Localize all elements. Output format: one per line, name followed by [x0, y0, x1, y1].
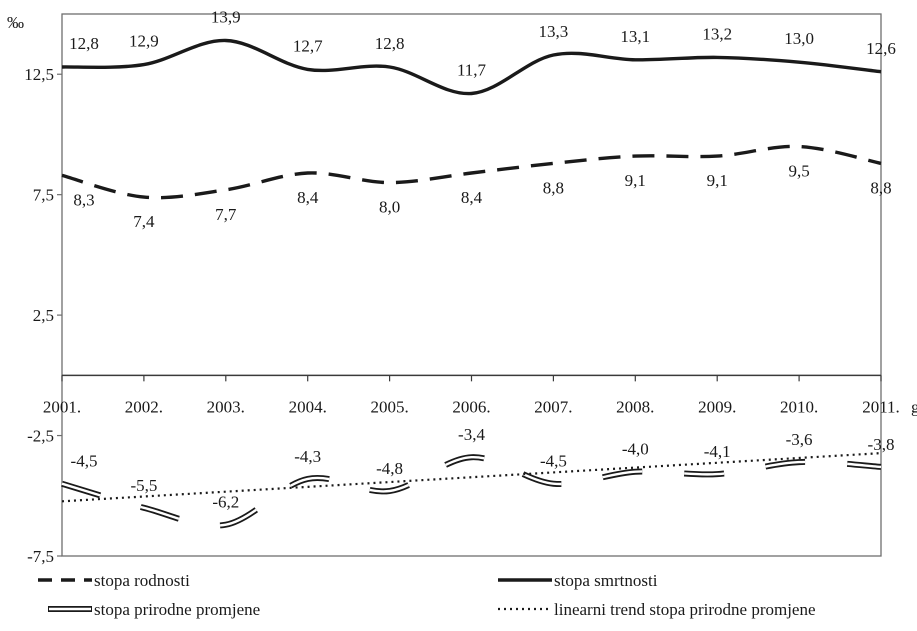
x-tick-label: 2008.	[616, 397, 654, 416]
natural-change-data-label: -4,0	[622, 440, 649, 459]
x-tick-label: 2005.	[370, 397, 408, 416]
y-tick-label: 7,5	[33, 186, 54, 205]
death-rate-data-label: 12,8	[375, 34, 405, 53]
natural-change-data-label: -4,5	[540, 452, 567, 471]
x-axis-suffix: g.	[911, 397, 917, 416]
plot-frame	[61, 13, 882, 557]
natural-change-trend-line	[61, 452, 882, 503]
legend-natural-change-label: stopa prirodne promjene	[94, 600, 260, 619]
natural-change-data-label: -4,3	[294, 447, 321, 466]
birth-rate-data-label: 8,8	[870, 178, 891, 197]
birth-rate-data-label: 8,4	[297, 188, 319, 207]
natural-change-data-label: -3,8	[868, 435, 895, 454]
death-rate-data-label: 13,9	[211, 7, 241, 26]
x-tick-label: 2006.	[452, 397, 490, 416]
birth-rate-data-label: 8,4	[461, 188, 483, 207]
x-tick-label: 2011.	[862, 397, 900, 416]
death-rate-data-label: 13,2	[702, 24, 732, 43]
birth-rate-data-label: 7,4	[133, 212, 155, 231]
x-tick-label: 2010.	[780, 397, 818, 416]
death-rate-data-label: 13,1	[620, 27, 650, 46]
natural-change-data-label: -5,5	[130, 476, 157, 495]
death-rate-data-label: 13,3	[539, 22, 569, 41]
x-tick-label: 2007.	[534, 397, 572, 416]
birth-rate-data-label: 9,1	[625, 171, 646, 190]
birth-rate-data-label: 8,0	[379, 198, 400, 217]
natural-change-data-label: -6,2	[212, 493, 239, 512]
death-rate-data-label: 12,6	[866, 39, 896, 58]
natural-change-data-label: -4,1	[704, 442, 731, 461]
y-unit-label: ‰	[7, 13, 24, 32]
birth-rate-data-label: 8,3	[73, 190, 94, 209]
legend-death-rate-label: stopa smrtnosti	[554, 571, 658, 590]
death-rate-data-label: 12,8	[69, 34, 99, 53]
death-rate-data-label: 13,0	[784, 29, 814, 48]
death-rate-data-label: 12,9	[129, 32, 159, 51]
y-tick-label: -2,5	[27, 427, 54, 446]
legend-birth-rate-label: stopa rodnosti	[94, 571, 190, 590]
birth-rate-data-label: 8,8	[543, 178, 564, 197]
birth-rate-data-label: 7,7	[215, 205, 237, 224]
natural-change-data-label: -4,5	[71, 452, 98, 471]
y-tick-label: -7,5	[27, 547, 54, 566]
birth-rate-data-label: 9,1	[707, 171, 728, 190]
x-tick-label: 2003.	[207, 397, 245, 416]
natural-change-line-outer	[61, 454, 882, 529]
natural-change-data-label: -4,8	[376, 459, 403, 478]
birth-rate-line	[61, 144, 882, 200]
y-tick-label: 2,5	[33, 306, 54, 325]
death-rate-data-label: 12,7	[293, 36, 323, 55]
natural-change-line-inner	[61, 455, 882, 527]
x-tick-label: 2009.	[698, 397, 736, 416]
x-tick-label: 2004.	[289, 397, 327, 416]
natural-change-data-label: -3,4	[458, 425, 485, 444]
birth-rate-data-label: 9,5	[788, 161, 809, 180]
death-rate-data-label: 11,7	[457, 60, 487, 79]
x-tick-label: 2001.	[43, 397, 81, 416]
y-tick-label: 12,5	[24, 65, 54, 84]
x-tick-label: 2002.	[125, 397, 163, 416]
death-rate-line	[61, 38, 882, 96]
legend-natural-change-trend-label: linearni trend stopa prirodne promjene	[554, 600, 816, 619]
natural-change-data-label: -3,6	[786, 430, 813, 449]
